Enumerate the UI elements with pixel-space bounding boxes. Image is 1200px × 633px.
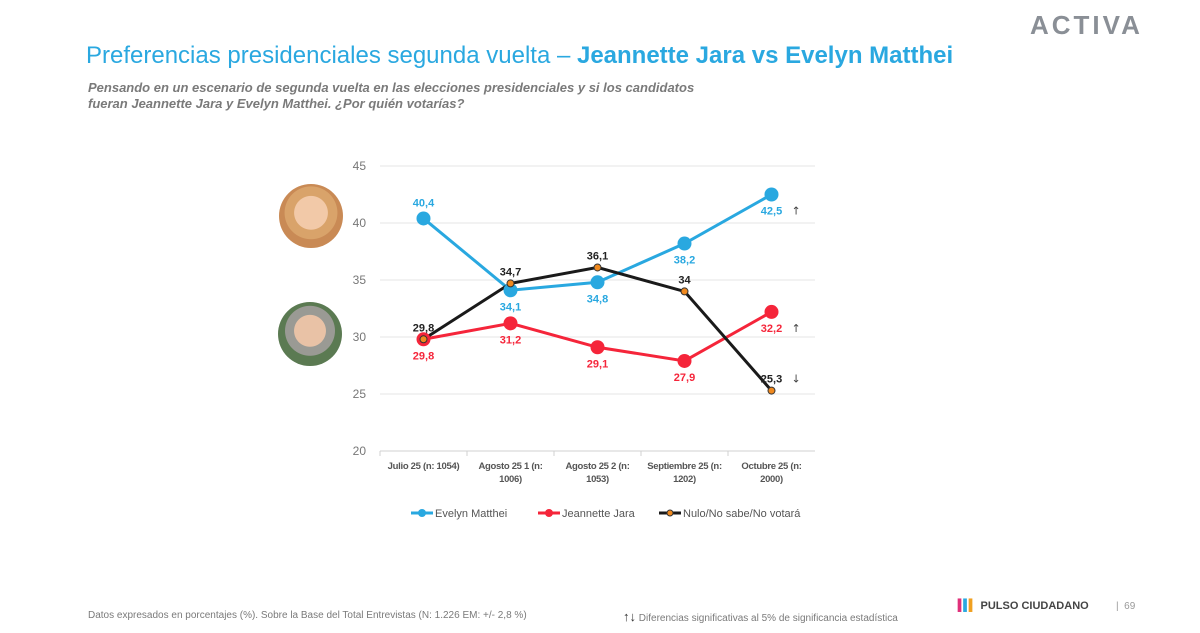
page-number-value: 69 (1124, 601, 1136, 612)
legend-label: Jeannette Jara (562, 508, 636, 520)
legend-label: Evelyn Matthei (435, 508, 507, 520)
data-point (590, 275, 605, 290)
data-label: 40,4 (413, 197, 435, 209)
data-point (767, 386, 776, 395)
significance-note: Diferencias significativas al 5% de sign… (638, 613, 898, 624)
data-label: 29,1 (587, 358, 608, 370)
x-tick-label: 1202) (673, 474, 696, 485)
data-point (503, 316, 518, 331)
y-tick-label: 40 (353, 216, 367, 230)
x-tick-label: Octubre 25 (n: (741, 461, 801, 472)
x-tick-label: Julio 25 (n: 1054) (388, 461, 460, 472)
data-point (419, 335, 428, 344)
data-label: 25,3 (761, 374, 782, 386)
legend-label: Nulo/No sabe/No votará (683, 508, 801, 520)
data-label: 29,8 (413, 350, 434, 362)
down-arrow-icon: ↓ (792, 373, 801, 386)
data-label: 42,5 (761, 206, 782, 218)
data-label: 34,7 (500, 266, 521, 278)
data-point (677, 236, 692, 251)
page-title: Preferencias presidenciales segunda vuel… (86, 42, 953, 70)
data-label: 29,8 (413, 322, 434, 334)
y-tick-label: 45 (353, 159, 367, 173)
y-tick-label: 25 (353, 387, 367, 401)
y-tick-label: 30 (353, 330, 367, 344)
data-label: 27,9 (674, 372, 695, 384)
x-tick-label: Septiembre 25 (n: (647, 461, 722, 472)
legend-marker (545, 509, 553, 517)
data-label: 36,1 (587, 250, 608, 262)
page-number: | 69 (1116, 601, 1136, 612)
up-arrow-icon: ↑ (792, 322, 801, 335)
subtitle: Pensando en un escenario de segunda vuel… (88, 80, 695, 111)
y-tick-label: 20 (353, 444, 367, 458)
up-arrow-icon: ↑ (792, 205, 801, 218)
data-point (593, 263, 602, 272)
data-point (503, 283, 518, 298)
up-down-arrows-icon: ↑↓ (623, 609, 636, 624)
data-point (680, 287, 689, 296)
x-tick-label: 1053) (586, 474, 609, 485)
data-label: 38,2 (674, 255, 695, 267)
data-point (416, 211, 431, 226)
data-label: 34,8 (587, 293, 608, 305)
significance-legend: ↑↓ Diferencias significativas al 5% de s… (623, 609, 898, 624)
x-tick-label: Agosto 25 1 (n: (478, 461, 542, 472)
x-tick-label: Agosto 25 2 (n: (565, 461, 629, 472)
y-tick-label: 35 (353, 273, 367, 287)
data-label: 32,2 (761, 323, 782, 335)
x-tick-label: 2000) (760, 474, 783, 485)
data-point (506, 279, 515, 288)
jara-photo (278, 302, 342, 366)
x-tick-label: 1006) (499, 474, 522, 485)
data-point (677, 353, 692, 368)
pulso-ciudadano-logo: ▍▍▍ PULSO CIUDADANO (958, 599, 1089, 612)
data-label: 31,2 (500, 334, 521, 346)
title-bold: Jeannette Jara vs Evelyn Matthei (576, 42, 954, 69)
title-regular: Preferencias presidenciales segunda vuel… (86, 42, 577, 69)
activa-logo: ACTIVA (1030, 10, 1143, 40)
footer-note: Datos expresados en porcentajes (%). Sob… (88, 610, 527, 621)
legend-marker (418, 509, 426, 517)
legend-marker (666, 509, 674, 517)
data-label: 34 (678, 274, 691, 286)
bars-icon: ▍▍▍ (958, 600, 978, 612)
data-point (764, 187, 779, 202)
data-label: 34,1 (500, 301, 521, 313)
footer-brand: PULSO CIUDADANO (980, 600, 1089, 612)
matthei-photo (279, 184, 343, 248)
data-point (590, 340, 605, 355)
data-point (764, 304, 779, 319)
